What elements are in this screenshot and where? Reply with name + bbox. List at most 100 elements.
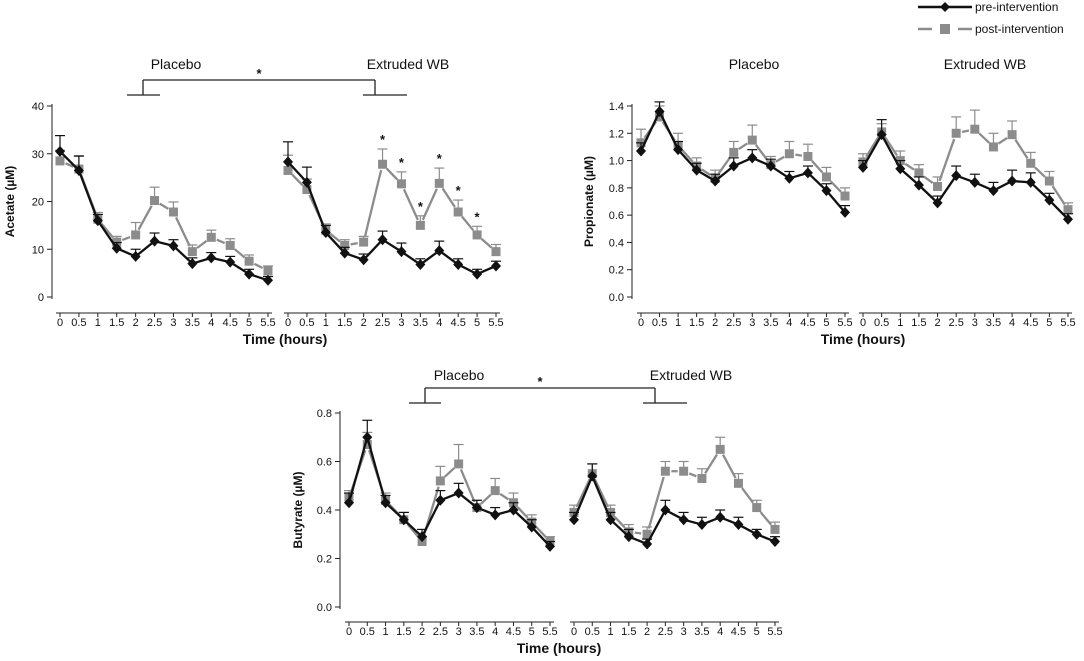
data-point-post xyxy=(206,232,216,242)
x-tick-label: 0 xyxy=(638,317,644,329)
x-tick-label: 1 xyxy=(897,317,903,329)
x-tick-label: 4.5 xyxy=(451,317,466,329)
data-point-pre xyxy=(417,531,428,543)
data-point-pre xyxy=(1007,175,1018,187)
data-point-pre xyxy=(696,519,707,531)
x-tick-label: 2 xyxy=(419,626,425,638)
data-point-pre xyxy=(895,163,906,175)
data-point-pre xyxy=(453,487,464,499)
data-point-pre xyxy=(951,170,962,182)
x-tick-label: 5 xyxy=(246,317,252,329)
data-point-pre xyxy=(802,167,813,179)
x-axis-label: Time (hours) xyxy=(517,640,602,656)
x-tick-label: 3 xyxy=(972,317,978,329)
x-axis-label: Time (hours) xyxy=(243,331,328,347)
data-point-pre xyxy=(168,240,179,252)
series-segment xyxy=(366,436,387,504)
series-segment xyxy=(825,189,846,214)
series-segment xyxy=(1034,166,1046,178)
y-tick-label: 10 xyxy=(32,244,44,256)
panel-title: Extruded WB xyxy=(650,367,732,383)
x-tick-label: 1 xyxy=(382,626,388,638)
series-segment xyxy=(1048,199,1069,221)
x-tick-label: 1.5 xyxy=(109,317,124,329)
y-tick-label: 0.6 xyxy=(609,210,624,222)
x-tick-label: 0 xyxy=(571,626,577,638)
x-tick-label: 1.5 xyxy=(621,626,636,638)
data-point-pre xyxy=(988,185,999,197)
pre-intervention-series xyxy=(636,101,850,218)
x-tick-label: 2 xyxy=(133,317,139,329)
data-point-pre xyxy=(130,250,141,262)
data-point-pre xyxy=(678,514,689,526)
x-tick-label: 4.5 xyxy=(506,626,521,638)
y-tick-label: 0.0 xyxy=(609,292,624,304)
x-tick-label: 4 xyxy=(492,626,498,638)
series-segment xyxy=(609,518,630,538)
y-tick-label: 40 xyxy=(32,101,44,113)
y-tick-label: 20 xyxy=(32,197,44,209)
legend-pre-label: pre-intervention xyxy=(975,0,1058,14)
y-tick-label: 1.0 xyxy=(609,156,624,168)
series-segment xyxy=(904,162,915,171)
data-point-post xyxy=(1044,176,1054,186)
data-point-pre xyxy=(623,531,634,543)
x-tick-label: 0.5 xyxy=(71,317,86,329)
series-segment xyxy=(305,181,327,233)
data-point-pre xyxy=(111,242,122,254)
data-point-pre xyxy=(263,274,273,286)
data-point-pre xyxy=(453,259,464,271)
x-tick-label: 3 xyxy=(681,626,687,638)
data-point-pre xyxy=(728,160,739,172)
propionate-panel-extruded-wb: 0 0.5 1 1.5 2 2.5 3 3.5 4 4.5 5 5.5 Extruded WB xyxy=(858,56,1076,329)
data-point-pre xyxy=(876,129,887,141)
series-segment xyxy=(1014,139,1029,159)
data-point-pre xyxy=(491,260,501,272)
x-tick-label: 2.5 xyxy=(433,626,448,638)
data-point-post xyxy=(490,486,500,496)
pre-intervention-series xyxy=(569,463,780,550)
series-segment xyxy=(883,136,898,157)
data-point-post xyxy=(715,444,725,454)
acetate-comparison-bracket: * xyxy=(127,66,407,96)
data-point-post xyxy=(784,149,794,159)
significance-star: * xyxy=(456,183,462,198)
series-segment xyxy=(575,478,591,508)
post-intervention-series xyxy=(636,105,850,201)
x-tick-label: 2 xyxy=(361,317,367,329)
significance-star: * xyxy=(399,155,405,170)
y-tick-label: 30 xyxy=(32,149,44,161)
x-tick-label: 0 xyxy=(57,317,63,329)
data-point-pre xyxy=(840,206,850,218)
post-intervention-series xyxy=(344,431,555,547)
panel-title: Placebo xyxy=(434,367,485,383)
series-segment xyxy=(722,454,737,479)
post-intervention-series xyxy=(569,436,780,539)
x-tick-label: 2.5 xyxy=(726,317,741,329)
data-point-post xyxy=(340,240,350,250)
data-point-pre xyxy=(92,215,103,227)
data-point-pre xyxy=(472,268,483,280)
panel-title: Placebo xyxy=(151,56,202,72)
series-segment xyxy=(121,235,131,242)
series-segment xyxy=(807,172,828,192)
significance-star: * xyxy=(418,199,424,214)
data-point-pre xyxy=(821,185,832,197)
data-point-post xyxy=(168,207,178,217)
series-segment xyxy=(350,241,358,246)
y-tick-label: 1.4 xyxy=(609,101,624,113)
series-segment xyxy=(775,155,785,163)
data-point-post xyxy=(803,151,813,161)
data-point-pre xyxy=(344,497,354,509)
data-point-pre xyxy=(715,511,726,523)
series-segment xyxy=(347,436,369,504)
series-segment xyxy=(997,136,1008,145)
pre-intervention-series xyxy=(55,135,273,286)
data-point-pre xyxy=(435,494,446,506)
series-segment xyxy=(400,250,422,266)
data-point-pre xyxy=(362,431,373,443)
series-segment xyxy=(639,110,661,152)
data-point-pre xyxy=(858,161,868,173)
series-segment xyxy=(918,184,939,204)
